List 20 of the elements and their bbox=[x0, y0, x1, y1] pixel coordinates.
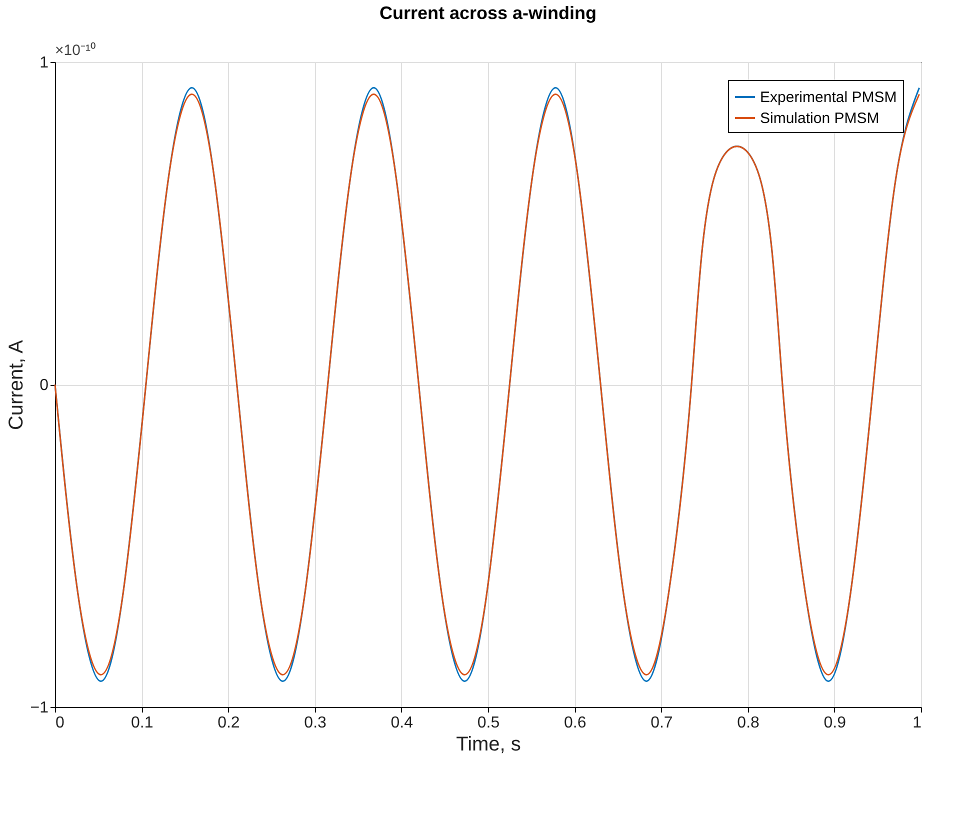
x-tick-label: 0.9 bbox=[824, 714, 846, 732]
legend-label: Experimental PMSM bbox=[760, 89, 897, 106]
y-axis-title: Current, A bbox=[5, 339, 28, 430]
chart-title: Current across a-winding bbox=[379, 3, 597, 23]
x-tick-label: 0.4 bbox=[390, 714, 414, 732]
x-tick-label: 0.5 bbox=[477, 714, 500, 732]
legend-label: Simulation PMSM bbox=[760, 110, 880, 127]
y-tick-label: 0 bbox=[40, 377, 49, 394]
x-tick-label: 0.3 bbox=[304, 714, 327, 732]
x-tick-label: 0.7 bbox=[650, 714, 673, 732]
y-tick-label: 1 bbox=[40, 54, 49, 72]
x-axis-title: Time, s bbox=[456, 734, 521, 756]
x-tick-label: 1 bbox=[912, 714, 922, 732]
x-tick-label: 0.2 bbox=[218, 714, 240, 732]
x-tick-label: 0.8 bbox=[737, 714, 760, 732]
x-tick-label: 0 bbox=[56, 714, 64, 732]
x-tick-label: 0.1 bbox=[130, 714, 154, 732]
text: ×10⁻¹⁰ bbox=[55, 42, 96, 59]
y-tick-label: −1 bbox=[30, 700, 49, 716]
x-tick-label: 0.6 bbox=[564, 714, 586, 732]
